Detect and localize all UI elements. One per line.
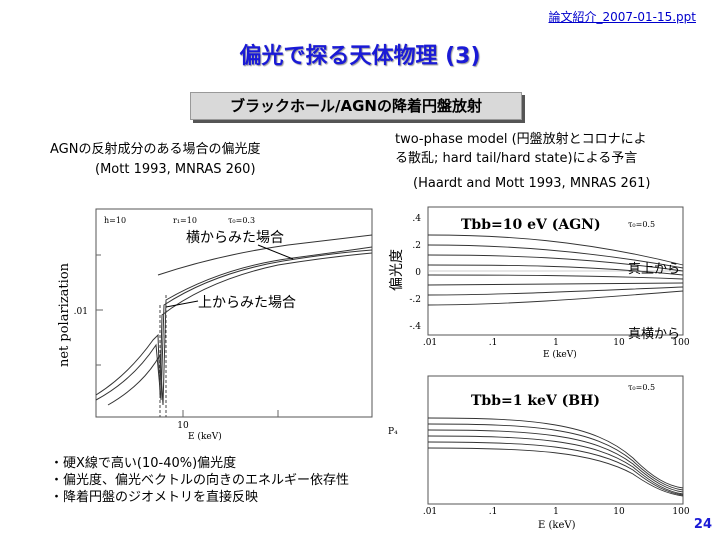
right-reference: (Haardt and Mott 1993, MNRAS 261): [413, 176, 651, 191]
right-top-polarization-plot: .4 .2 0 -.2 -.4 .01 .1 1 10 100 E (keV) …: [383, 195, 698, 360]
rb-label-tbb: Tbb=1 keV (BH): [471, 393, 600, 409]
rb-xtick-0: .01: [423, 507, 437, 517]
rt-ytick-3: -.2: [409, 295, 421, 305]
rt-xtick-4: 100: [672, 338, 689, 348]
bullet-item: ・偏光度、偏光ベクトルの向きのエネルギー依存性: [50, 473, 350, 488]
rt-label-tbb: Tbb=10 eV (AGN): [461, 217, 601, 233]
rb-xlabel: E (keV): [538, 520, 576, 531]
rb-xtick-1: .1: [489, 507, 498, 517]
right-caption-line2: る散乱; hard tail/hard state)による予言: [395, 151, 638, 166]
rb-param-tau: τ₀=0.5: [628, 383, 655, 392]
rt-xtick-0: .01: [423, 338, 437, 348]
left-polarization-plot: h=10 r₁=10 τ₀=0.3 .01 10 E (keV) net pol…: [48, 195, 380, 445]
slide-title: 偏光で探る天体物理 (3): [239, 44, 481, 69]
rt-ytick-4: -.4: [409, 322, 421, 332]
left-ytick: .01: [74, 307, 88, 317]
left-ylabel: net polarization: [57, 262, 72, 367]
rb-xtick-2: 1: [553, 507, 559, 517]
rt-ylabel: 偏光度: [389, 249, 405, 291]
rb-yaxis-fragment: P₄: [388, 427, 398, 437]
param-h: h=10: [104, 216, 126, 225]
param-r1: r₁=10: [173, 216, 197, 225]
param-tau: τ₀=0.3: [228, 216, 255, 225]
bullet-item: ・硬X線で高い(10-40%)偏光度: [50, 456, 237, 471]
slide-subtitle: ブラックホール/AGNの降着円盤放射: [190, 92, 522, 120]
rt-annotation-side: 真横から: [628, 327, 680, 342]
left-xlabel: E (keV): [188, 431, 222, 442]
rt-xtick-2: 1: [553, 338, 559, 348]
annotation-side-view: 横からみた場合: [186, 230, 284, 246]
annotation-top-view: 上からみた場合: [198, 295, 296, 311]
rt-xlabel: E (keV): [543, 349, 577, 360]
rb-xtick-3: 10: [613, 507, 625, 517]
rt-xtick-1: .1: [489, 338, 498, 348]
rt-ytick-0: .4: [412, 214, 421, 224]
summary-bullets: ・硬X線で高い(10-40%)偏光度 ・偏光度、偏光ベクトルの向きのエネルギー依…: [50, 455, 380, 506]
left-caption: AGNの反射成分のある場合の偏光度: [50, 142, 261, 157]
rt-annotation-top: 真上から: [628, 262, 680, 277]
right-caption-line1: two-phase model (円盤放射とコロナによ: [395, 132, 647, 147]
file-name-label: 論文紹介_2007-01-15.ppt: [548, 10, 697, 24]
right-bottom-polarization-plot: .01 .1 1 10 100 E (keV) Tbb=1 keV (BH) τ…: [383, 368, 698, 533]
page-number: 24: [693, 517, 712, 532]
left-xtick: 10: [177, 421, 189, 431]
rb-xtick-4: 100: [672, 507, 689, 517]
left-reference: (Mott 1993, MNRAS 260): [95, 162, 256, 177]
rt-ytick-1: .2: [412, 241, 421, 251]
rt-xtick-3: 10: [613, 338, 625, 348]
rt-ytick-2: 0: [415, 268, 421, 278]
rt-param-tau: τ₀=0.5: [628, 220, 655, 229]
bullet-item: ・降着円盤のジオメトリを直接反映: [50, 490, 259, 505]
